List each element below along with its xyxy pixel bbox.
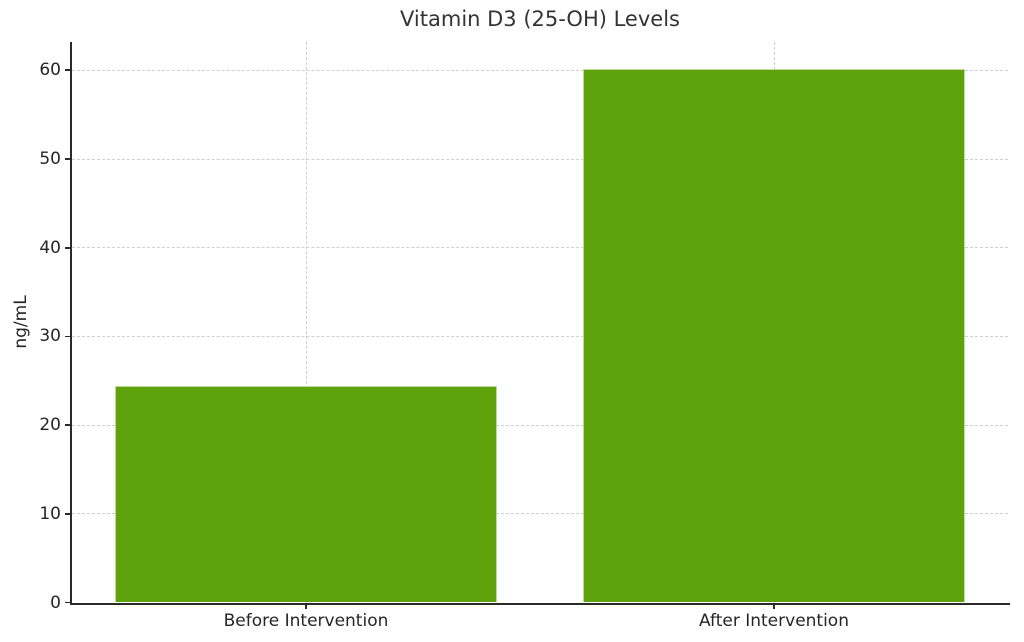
bar-before-intervention bbox=[115, 386, 497, 603]
y-tick-label: 60 bbox=[39, 60, 61, 81]
y-tick-mark bbox=[65, 246, 72, 249]
y-tick-label: 50 bbox=[39, 149, 61, 170]
left-spine bbox=[70, 42, 72, 605]
y-tick-mark bbox=[65, 69, 72, 72]
h-gridline bbox=[72, 513, 1008, 515]
y-tick-mark bbox=[65, 424, 72, 427]
y-tick-label: 0 bbox=[50, 592, 61, 613]
y-tick-mark bbox=[65, 335, 72, 338]
x-tick-label: Before Intervention bbox=[223, 611, 389, 631]
h-gridline bbox=[72, 247, 1008, 249]
x-tick-label: After Intervention bbox=[699, 611, 849, 631]
h-gridline bbox=[72, 335, 1008, 337]
bottom-spine bbox=[70, 602, 1010, 605]
h-gridline bbox=[72, 424, 1008, 426]
y-tick-label: 10 bbox=[39, 503, 61, 524]
x-tick-mark bbox=[305, 604, 307, 609]
y-tick-label: 40 bbox=[39, 237, 61, 258]
y-tick-mark bbox=[65, 158, 72, 160]
bar-after-intervention bbox=[583, 68, 965, 603]
x-tick-mark bbox=[773, 604, 775, 609]
v-gridline bbox=[305, 42, 307, 603]
y-tick-label: 30 bbox=[39, 326, 61, 347]
y-tick-mark bbox=[65, 601, 72, 604]
y-tick-label: 20 bbox=[39, 415, 61, 436]
h-gridline bbox=[72, 69, 1008, 71]
chart-title: Vitamin D3 (25-OH) Levels bbox=[400, 7, 680, 31]
h-gridline bbox=[72, 158, 1008, 160]
y-tick-mark bbox=[65, 512, 72, 515]
